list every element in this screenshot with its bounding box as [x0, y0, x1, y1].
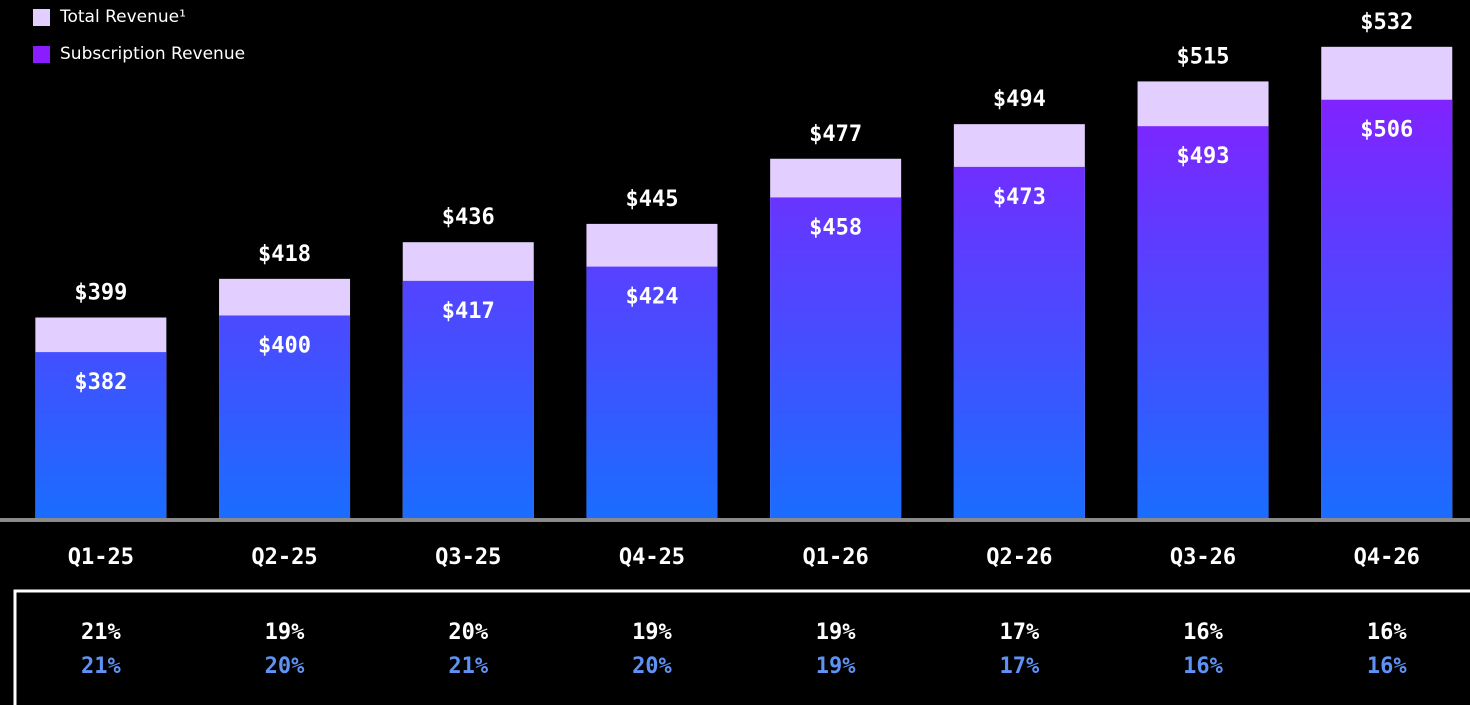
growth-value: 16% [1183, 620, 1223, 645]
subscription-label: $400 [258, 333, 311, 358]
total-label: $436 [442, 205, 495, 230]
x-tick-label: Q1-26 [803, 545, 869, 570]
total-label: $532 [1360, 10, 1413, 35]
subscription-label: $417 [442, 299, 495, 324]
total-label: $418 [258, 242, 311, 267]
total-label: $477 [809, 122, 862, 147]
bar [586, 266, 718, 519]
growth-value: 21% [81, 620, 121, 645]
subscription-label: $424 [625, 285, 678, 310]
x-tick-label: Q1-25 [68, 545, 134, 570]
growth-value: 20% [448, 620, 488, 645]
x-tick-label: Q4-25 [619, 545, 685, 570]
bar [35, 352, 167, 519]
subscription-label: $473 [993, 185, 1046, 210]
growth-value: 21% [448, 654, 488, 679]
growth-value: 16% [1183, 654, 1223, 679]
growth-value: 19% [265, 620, 305, 645]
bar [1137, 126, 1269, 519]
growth-value: 16% [1367, 620, 1407, 645]
subscription-label: $493 [1177, 144, 1230, 169]
bar [402, 280, 534, 519]
subscription-label: $382 [74, 370, 127, 395]
subscription-label: $458 [809, 215, 862, 240]
growth-value: 16% [1367, 654, 1407, 679]
total-label: $494 [993, 87, 1046, 112]
subscription-label: $506 [1360, 118, 1413, 143]
baseline [0, 518, 1470, 522]
total-label: $515 [1177, 44, 1230, 69]
growth-value: 19% [632, 620, 672, 645]
table-frame [13, 589, 1470, 705]
x-tick-label: Q3-25 [435, 545, 501, 570]
x-tick-label: Q2-25 [251, 545, 317, 570]
growth-value: 21% [81, 654, 121, 679]
growth-value: 17% [999, 654, 1039, 679]
growth-value: 19% [816, 620, 856, 645]
bar [1321, 99, 1453, 520]
growth-value: 20% [632, 654, 672, 679]
total-label: $399 [74, 281, 127, 306]
legend-label: Subscription Revenue [60, 44, 245, 64]
total-label: $445 [625, 187, 678, 212]
legend-label: Total Revenue¹ [59, 7, 186, 27]
growth-value: 17% [999, 620, 1039, 645]
legend-swatch [33, 9, 50, 26]
growth-value: 20% [265, 654, 305, 679]
bar [953, 166, 1085, 520]
bar [219, 315, 351, 519]
growth-value: 19% [816, 654, 856, 679]
x-tick-label: Q3-26 [1170, 545, 1236, 570]
legend-swatch [33, 46, 50, 63]
bar [770, 197, 902, 519]
x-tick-label: Q2-26 [986, 545, 1052, 570]
x-tick-label: Q4-26 [1354, 545, 1420, 570]
